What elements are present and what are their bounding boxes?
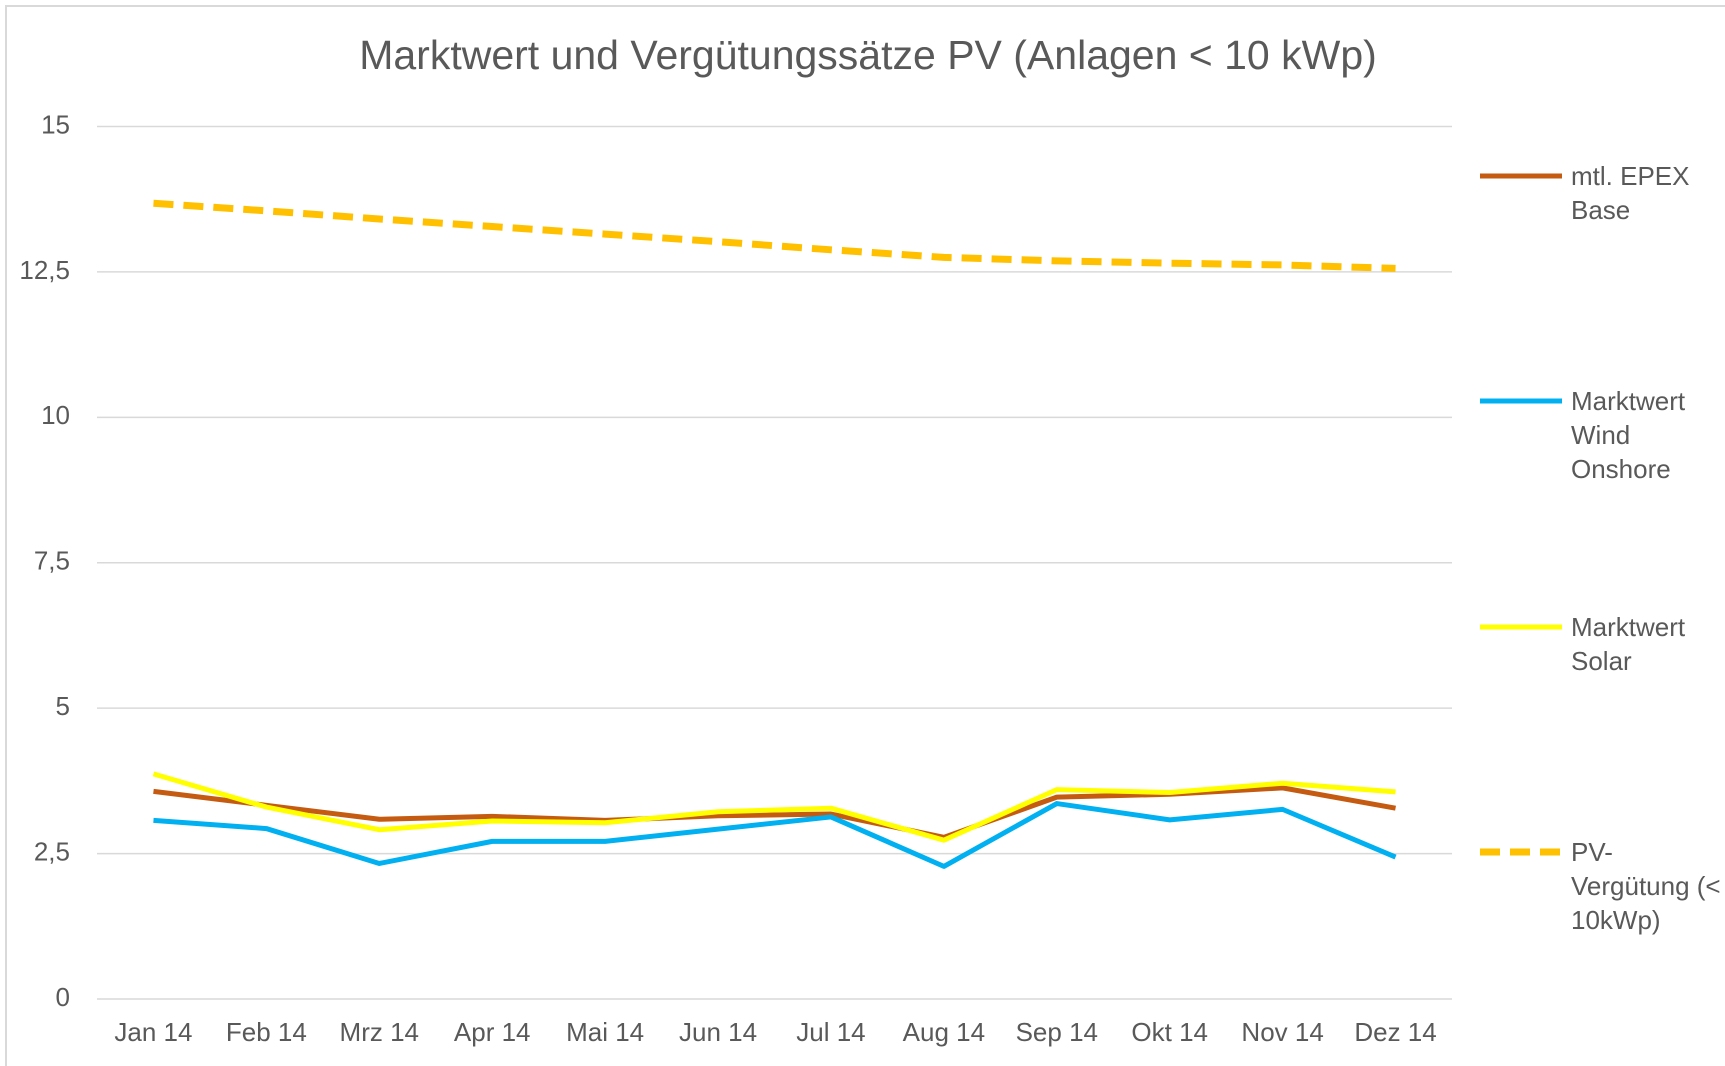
x-tick-label: Jul 14 (796, 1017, 865, 1047)
y-tick-label: 10 (41, 400, 70, 430)
legend-label: Marktwert Wind Onshore (1571, 386, 1686, 484)
x-tick-label: Apr 14 (454, 1017, 531, 1047)
x-tick-label: Mrz 14 (340, 1017, 419, 1047)
series-line (152, 771, 1396, 843)
x-tick-label: Jan 14 (114, 1017, 192, 1047)
x-tick-label: Dez 14 (1354, 1017, 1436, 1047)
x-tick-label: Jun 14 (679, 1017, 757, 1047)
legend-label: mtl. EPEX Base (1571, 161, 1690, 225)
series-line (153, 785, 1396, 840)
x-tick-label: Nov 14 (1241, 1017, 1323, 1047)
x-tick-label: Feb 14 (226, 1017, 307, 1047)
series-line (153, 801, 1397, 869)
x-tick-label: Mai 14 (566, 1017, 644, 1047)
legend-label: Marktwert Solar (1571, 612, 1686, 676)
y-tick-label: 0 (56, 982, 70, 1012)
y-tick-label: 12,5 (19, 255, 70, 285)
x-tick-label: Sep 14 (1016, 1017, 1098, 1047)
y-tick-label: 15 (41, 109, 70, 139)
x-tick-label: Aug 14 (903, 1017, 985, 1047)
legend-label: PV-Vergütung (< 10kWp) (1571, 837, 1721, 935)
chart-frame (5, 5, 1725, 1066)
y-tick-label: 7,5 (34, 546, 70, 576)
y-tick-label: 5 (56, 691, 70, 721)
series-line (153, 199, 1396, 272)
y-tick-label: 2,5 (34, 836, 70, 866)
x-tick-label: Okt 14 (1131, 1017, 1208, 1047)
chart-title: Marktwert und Vergütungssätze PV (Anlage… (359, 32, 1377, 78)
